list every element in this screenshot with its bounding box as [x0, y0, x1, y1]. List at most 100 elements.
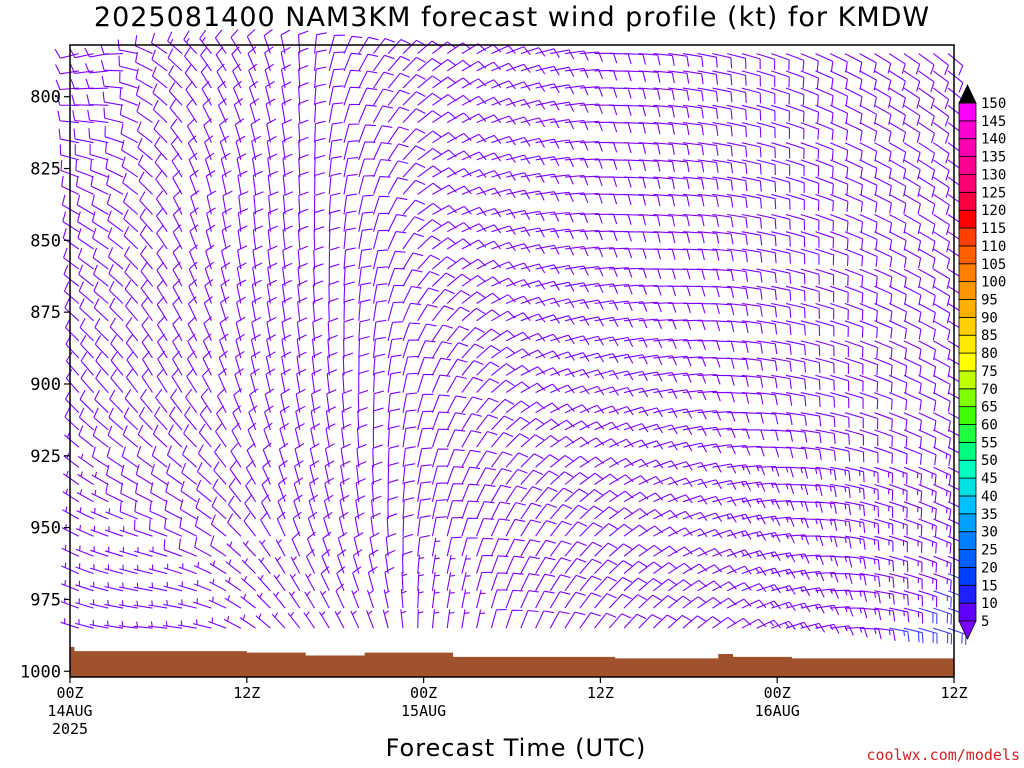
wind-barb: [697, 564, 723, 575]
wind-barb: [402, 426, 417, 448]
y-tick-label: 825: [30, 160, 61, 180]
wind-barb: [815, 193, 834, 212]
wind-barb: [156, 316, 168, 342]
wind-barb: [771, 176, 791, 193]
wind-barb: [125, 368, 139, 393]
wind-barb: [343, 140, 359, 161]
wind-barb: [800, 70, 819, 89]
wind-barb: [520, 556, 540, 574]
wind-barb: [756, 320, 778, 335]
wind-barb: [93, 281, 109, 304]
wind-barb: [933, 268, 951, 290]
wind-barb: [402, 302, 421, 322]
wind-barb: [216, 63, 227, 89]
wind-barb: [166, 463, 183, 485]
wind-barb: [373, 105, 394, 123]
wind-barb: [594, 213, 618, 225]
wind-barb: [594, 612, 617, 629]
wind-barb: [90, 507, 109, 520]
wind-barb: [220, 279, 230, 304]
wind-barb: [402, 514, 414, 537]
wind-barb: [712, 142, 733, 157]
wind-barb: [64, 298, 80, 322]
wind-barb: [148, 621, 168, 629]
wind-barb: [343, 103, 361, 123]
wind-barb: [844, 446, 865, 463]
wind-barb: [564, 315, 590, 326]
wind-barb: [697, 248, 720, 261]
wind-barb: [311, 368, 322, 393]
wind-barb: [682, 231, 705, 244]
wind-barb: [387, 371, 402, 393]
wind-barb: [402, 533, 414, 557]
wind-barb: [564, 282, 589, 293]
wind-barb: [140, 262, 153, 287]
wind-barb: [126, 351, 139, 376]
wind-barb: [771, 568, 796, 579]
wind-barb: [432, 149, 457, 161]
wind-barb: [384, 566, 395, 591]
wind-barb: [550, 156, 574, 168]
wind-barb: [215, 46, 227, 72]
wind-barb: [933, 87, 950, 110]
wind-barb: [903, 555, 923, 573]
wind-barb: [505, 279, 531, 289]
colorbar-label: 140: [981, 132, 1006, 148]
wind-barb: [815, 446, 837, 461]
wind-barb: [216, 405, 227, 431]
wind-barb: [431, 374, 451, 393]
wind-barb: [829, 87, 849, 107]
colorbar-label: 135: [981, 150, 1006, 166]
wind-barb: [756, 231, 777, 247]
wind-barb: [476, 328, 501, 342]
wind-barb: [756, 600, 782, 610]
wind-barb: [241, 575, 256, 592]
wind-barb: [535, 48, 560, 58]
wind-barb: [224, 577, 242, 592]
wind-barb: [918, 446, 937, 466]
wind-barb: [163, 581, 183, 592]
colorbar-segment: [958, 299, 977, 318]
wind-barb: [756, 465, 780, 477]
wind-barb: [188, 296, 198, 322]
wind-barb: [682, 409, 707, 420]
wind-barb: [188, 244, 198, 270]
wind-barb: [417, 304, 438, 322]
wind-barb: [682, 248, 705, 261]
wind-barb: [343, 157, 359, 178]
wind-barb: [292, 511, 302, 537]
wind-barb: [815, 429, 836, 444]
colorbar-segment: [958, 477, 977, 497]
wind-barb: [328, 209, 341, 232]
wind-barb: [104, 620, 124, 629]
wind-barb: [697, 443, 722, 454]
wind-barb: [933, 466, 952, 486]
wind-barb: [298, 119, 309, 143]
wind-barb: [888, 122, 907, 143]
wind-barb: [461, 327, 485, 342]
wind-barb: [79, 318, 94, 342]
wind-barb: [535, 610, 555, 629]
wind-barb: [417, 515, 431, 537]
wind-barb: [844, 590, 868, 602]
wind-barb: [933, 231, 951, 253]
wind-barb: [75, 580, 94, 592]
wind-barb: [771, 268, 792, 284]
wind-barb: [251, 153, 263, 178]
wind-barb: [367, 566, 378, 591]
wind-barb: [313, 246, 324, 270]
wind-barb: [859, 159, 878, 179]
wind-barb: [667, 579, 693, 592]
wind-barb: [653, 372, 678, 383]
wind-barb: [535, 367, 561, 376]
wind-barb: [491, 208, 516, 219]
wind-barb: [94, 334, 109, 359]
wind-barb: [138, 154, 153, 178]
wind-barb: [888, 142, 907, 163]
colorbar-label: 110: [981, 239, 1006, 255]
wind-barb: [859, 268, 878, 287]
wind-barb: [682, 159, 705, 173]
wind-barb: [184, 47, 198, 72]
wind-barb: [505, 400, 530, 414]
wind-barb: [653, 562, 678, 575]
